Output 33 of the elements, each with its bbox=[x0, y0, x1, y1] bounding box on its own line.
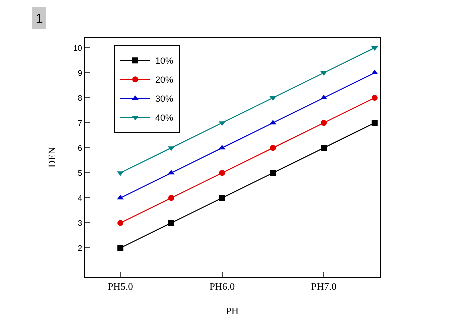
point bbox=[168, 220, 174, 226]
point bbox=[270, 145, 276, 152]
y-tick-label: 9 bbox=[78, 68, 83, 78]
point bbox=[270, 170, 276, 176]
y-tick-label: 5 bbox=[78, 168, 83, 178]
y-tick-label: 6 bbox=[78, 144, 83, 153]
point bbox=[168, 195, 174, 202]
y-tick-label: 10 bbox=[73, 44, 83, 53]
y-tick-label: 2 bbox=[78, 244, 83, 254]
x-tick-label: PH6.0 bbox=[210, 282, 235, 293]
point bbox=[219, 170, 226, 176]
x-tick-label: PH7.0 bbox=[311, 282, 337, 293]
point bbox=[219, 195, 226, 202]
legend-label: 20% bbox=[156, 75, 174, 86]
point bbox=[118, 220, 124, 226]
text: 1 bbox=[36, 11, 44, 26]
y-tick-label: 4 bbox=[78, 194, 83, 203]
point bbox=[168, 170, 175, 175]
point bbox=[168, 146, 175, 152]
point bbox=[321, 145, 328, 152]
y-tick-label: 8 bbox=[78, 94, 83, 103]
point bbox=[118, 245, 124, 252]
point bbox=[372, 95, 378, 102]
point bbox=[321, 120, 328, 126]
y-axis-title: DEN bbox=[47, 147, 58, 168]
y-tick-label: 3 bbox=[78, 218, 83, 228]
legend-label: 40% bbox=[156, 113, 174, 124]
legend-label: 10% bbox=[156, 56, 174, 66]
x-tick-label: PH5.0 bbox=[108, 282, 134, 293]
point bbox=[372, 120, 378, 126]
legend-label: 30% bbox=[156, 94, 174, 104]
x-axis-title: PH bbox=[226, 306, 239, 318]
y-tick-label: 7 bbox=[78, 118, 83, 128]
